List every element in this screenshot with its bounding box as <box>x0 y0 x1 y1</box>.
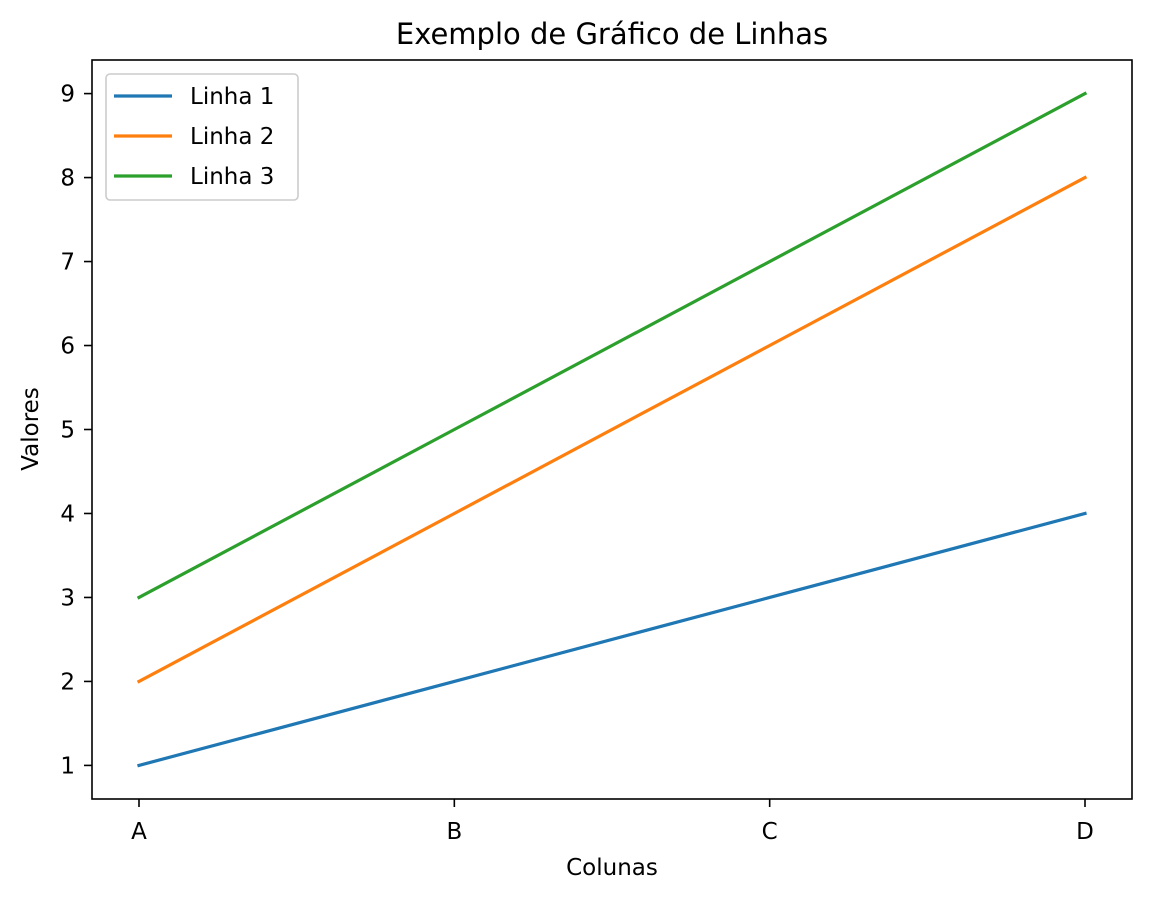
y-axis: 1 2 3 4 5 6 7 8 9 <box>60 82 92 779</box>
x-axis: A B C D <box>131 799 1094 845</box>
x-tick-label: B <box>446 819 462 845</box>
series-line-1 <box>137 511 1087 768</box>
y-tick-label: 5 <box>60 418 75 444</box>
y-tick-label: 1 <box>60 753 75 779</box>
legend: Linha 1 Linha 2 Linha 3 <box>105 73 299 201</box>
series-line-2 <box>136 175 1088 684</box>
legend-label: Linha 1 <box>190 84 274 110</box>
x-axis-label: Colunas <box>566 855 658 881</box>
chart-title: Exemplo de Gráfico de Linhas <box>396 17 828 51</box>
series-line-3 <box>136 91 1088 600</box>
y-tick-label: 3 <box>60 585 75 611</box>
legend-label: Linha 3 <box>190 164 274 190</box>
legend-label: Linha 2 <box>190 124 274 150</box>
legend-box <box>105 73 299 201</box>
y-axis-label: Valores <box>18 387 44 471</box>
y-tick-label: 7 <box>60 250 75 276</box>
y-tick-label: 9 <box>60 82 75 108</box>
y-tick-label: 4 <box>60 501 75 527</box>
series-layer <box>136 91 1088 768</box>
y-tick-label: 2 <box>60 669 75 695</box>
y-tick-label: 6 <box>60 334 75 360</box>
x-tick-label: C <box>762 819 778 845</box>
x-tick-label: A <box>131 819 147 845</box>
x-tick-label: D <box>1076 819 1094 845</box>
y-tick-label: 8 <box>60 166 75 192</box>
